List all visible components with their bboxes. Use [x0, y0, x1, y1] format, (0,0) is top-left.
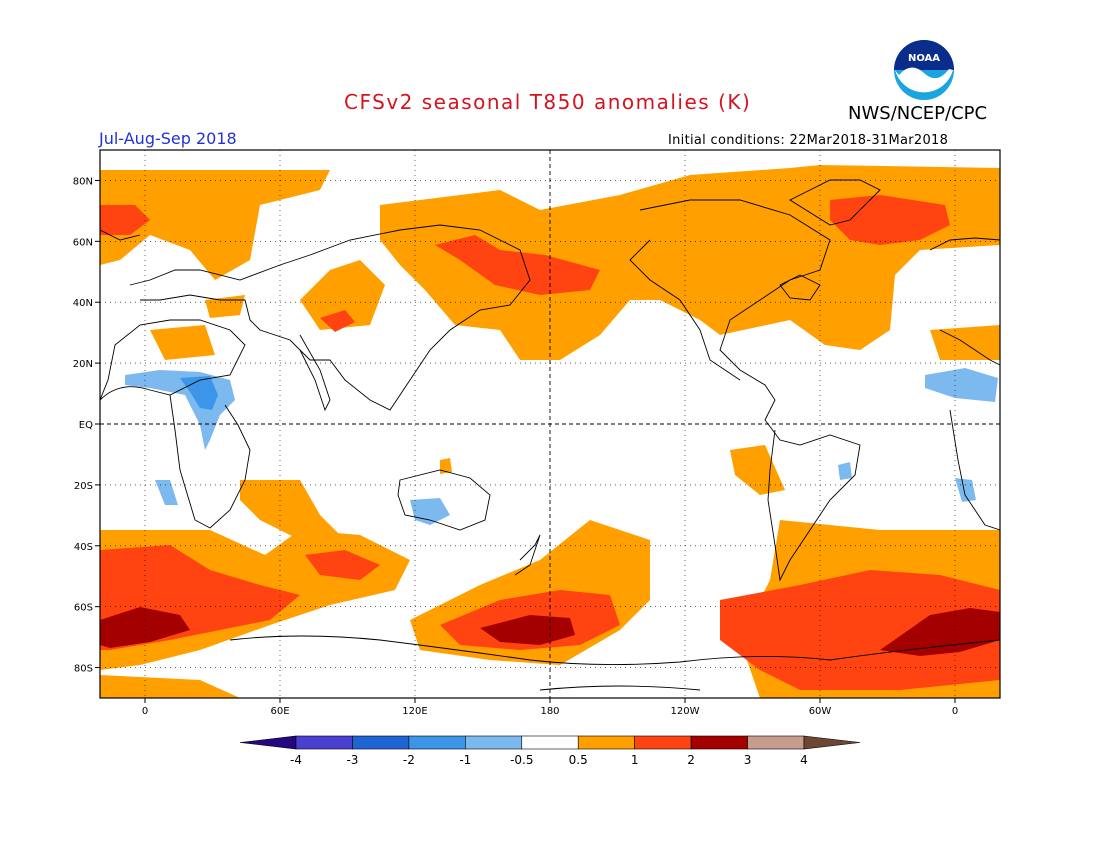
lon-tick-label: 0 — [142, 706, 148, 717]
lat-tick-label: 40S — [74, 542, 93, 553]
colorbar-label: -0.5 — [510, 753, 533, 767]
map-gridlines — [100, 150, 1000, 698]
colorbar: -4 -3 -2 -1 -0.5 0.5 1 2 3 4 — [239, 735, 861, 767]
colorbar-max-arrow — [803, 735, 861, 750]
colorbar-label: 0.5 — [569, 753, 588, 767]
colorbar-label: -2 — [403, 753, 415, 767]
lon-tick-label: 180 — [540, 706, 559, 717]
chart-title: CFSv2 seasonal T850 anomalies (K) — [344, 90, 752, 114]
lon-tick-label: 120W — [671, 706, 700, 717]
lat-tick-label: EQ — [79, 420, 93, 431]
colorbar-segment — [465, 735, 523, 750]
latitude-ticks: 80N 60N 40N 20N EQ 20S 40S 60S 80S — [73, 176, 100, 675]
noaa-logo-icon: NOAA — [894, 40, 954, 100]
anomaly-fill-medblue — [180, 376, 218, 410]
lat-tick-label: 20N — [73, 359, 93, 370]
colorbar-segment — [634, 735, 692, 750]
lon-tick-label: 0 — [952, 706, 958, 717]
colorbar-segment — [577, 735, 635, 750]
colorbar-segment — [295, 735, 353, 750]
lat-tick-label: 60S — [74, 603, 93, 614]
initial-conditions-label: Initial conditions: 22Mar2018-31Mar2018 — [668, 133, 949, 148]
season-label: Jul-Aug-Sep 2018 — [99, 129, 237, 148]
map-field — [100, 150, 1000, 698]
anomaly-fill-darkred — [100, 607, 1000, 656]
colorbar-label: 1 — [631, 753, 639, 767]
anomaly-fill-red — [100, 195, 1000, 690]
colorbar-label: -4 — [290, 753, 302, 767]
colorbar-segment — [352, 735, 410, 750]
lat-tick-label: 60N — [73, 237, 93, 248]
colorbar-label: 3 — [744, 753, 752, 767]
colorbar-segment — [747, 735, 805, 750]
colorbar-label: 2 — [687, 753, 695, 767]
lon-tick-label: 60E — [270, 706, 289, 717]
longitude-ticks: 0 60E 120E 180 120W 60W 0 — [142, 698, 958, 717]
lat-tick-label: 20S — [74, 481, 93, 492]
colorbar-segment — [521, 735, 579, 750]
lat-tick-label: 80N — [73, 176, 93, 187]
agency-label: NWS/NCEP/CPC — [848, 103, 988, 124]
lat-tick-label: 80S — [74, 664, 93, 675]
colorbar-label: -1 — [459, 753, 471, 767]
colorbar-min-arrow — [239, 735, 297, 750]
lon-tick-label: 60W — [809, 706, 832, 717]
lon-tick-label: 120E — [402, 706, 427, 717]
colorbar-segment — [690, 735, 748, 750]
logo-text: NOAA — [908, 53, 940, 64]
colorbar-label: -3 — [346, 753, 358, 767]
lat-tick-label: 40N — [73, 298, 93, 309]
colorbar-segment — [408, 735, 466, 750]
colorbar-label: 4 — [800, 753, 808, 767]
